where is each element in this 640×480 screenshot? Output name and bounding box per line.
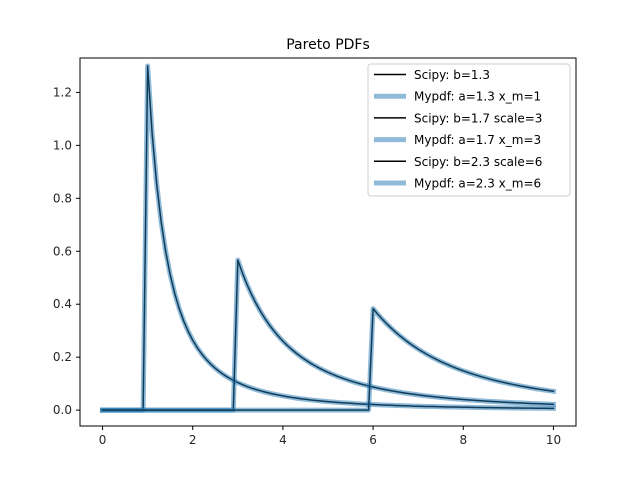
y-tick-label: 1.0 [53, 138, 72, 152]
ticks-layer: 0 2 4 6 8 10 0.0 0.2 0.4 0.6 0.8 1.0 1.2 [53, 85, 561, 447]
legend-label-scipy-b-1-3: Scipy: b=1.3 [414, 68, 490, 82]
chart-title: Pareto PDFs [286, 37, 370, 53]
x-tick-label: 10 [546, 433, 561, 447]
legend-label-mypdf-a-1-7-x-m-3: Mypdf: a=1.7 x_m=3 [414, 133, 541, 147]
y-tick-label: 0.2 [53, 350, 72, 364]
legend-label-mypdf-a-2-3-x-m-6: Mypdf: a=2.3 x_m=6 [414, 177, 541, 191]
legend-label-scipy-b-2-3-scale-6: Scipy: b=2.3 scale=6 [414, 155, 542, 169]
legend-label-mypdf-a-1-3-x-m-1: Mypdf: a=1.3 x_m=1 [414, 90, 541, 104]
legend: Scipy: b=1.3 Mypdf: a=1.3 x_m=1 Scipy: b=1… [367, 63, 571, 197]
x-tick-label: 0 [99, 433, 107, 447]
y-tick-label: 0.4 [53, 297, 72, 311]
y-tick-label: 0.8 [53, 191, 72, 205]
x-tick-label: 2 [189, 433, 197, 447]
series-line-mypdf-a-2-3-x-m-6 [100, 306, 557, 413]
legend-label-scipy-b-1-7-scale-3: Scipy: b=1.7 scale=3 [414, 111, 542, 125]
y-tick-label: 0.6 [53, 244, 72, 258]
x-tick-label: 4 [279, 433, 287, 447]
plot-frame [79, 57, 577, 427]
x-tick-label: 6 [369, 433, 377, 447]
series-line-mypdf-a-1-3-x-m-1 [100, 63, 556, 413]
y-tick-label: 1.2 [53, 85, 72, 99]
series-layer [100, 63, 557, 413]
y-tick-label: 0.0 [53, 403, 72, 417]
legend-box [367, 63, 571, 197]
x-tick-label: 8 [459, 433, 467, 447]
